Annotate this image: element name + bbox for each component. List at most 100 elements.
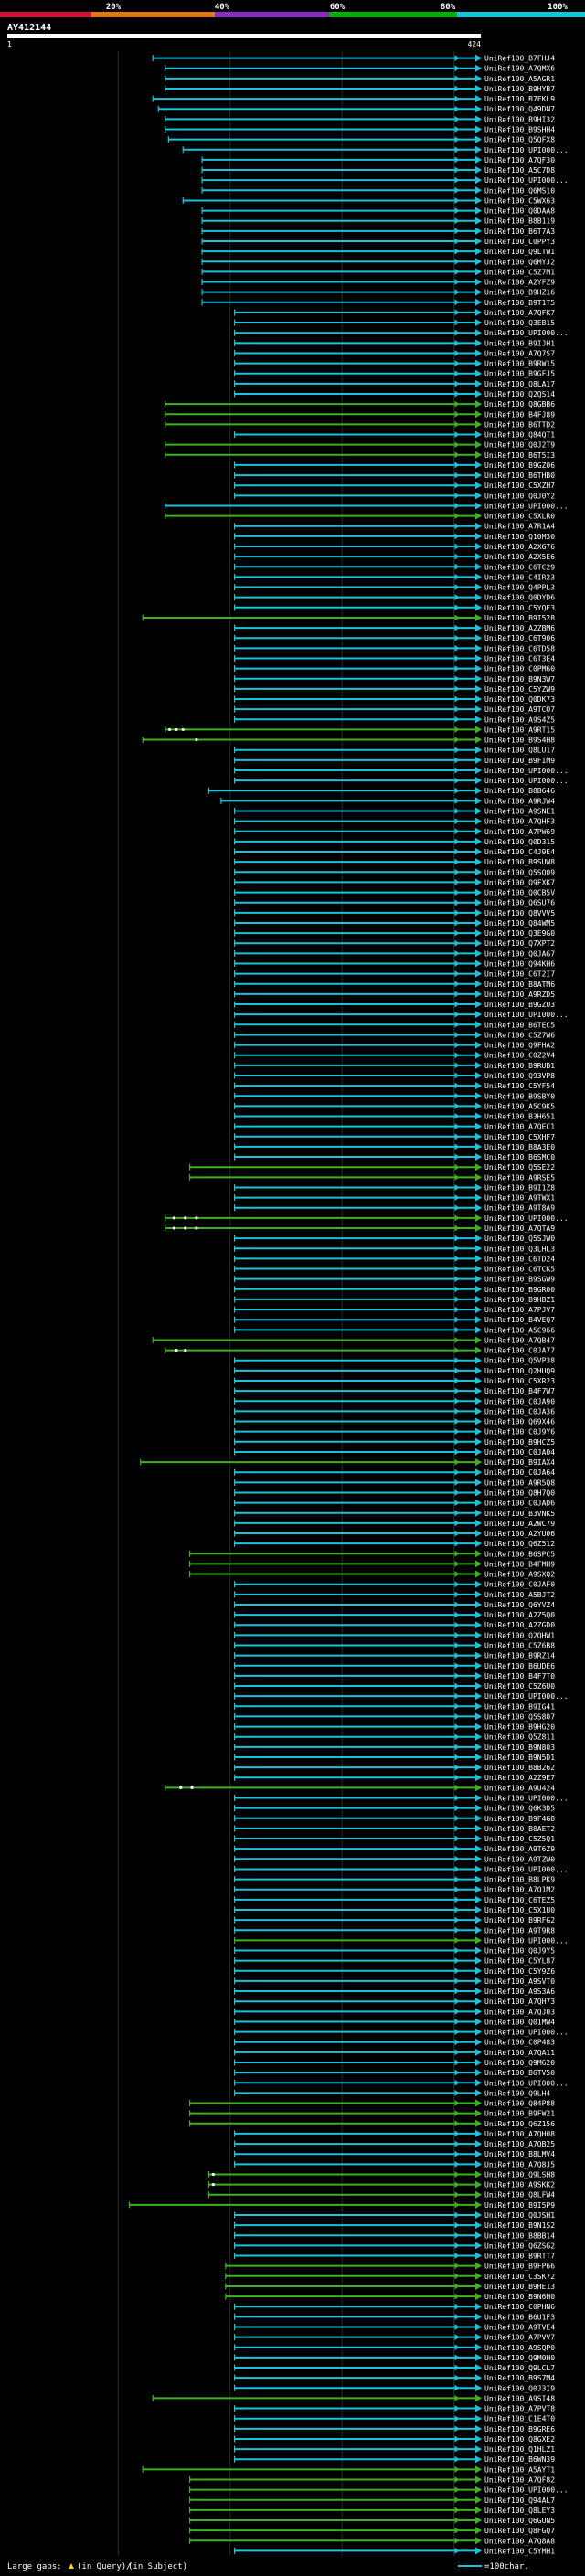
- hit-label[interactable]: UniRef100_B9N3W7: [484, 675, 555, 684]
- hit-label[interactable]: UniRef100_Q6Z156: [484, 2120, 555, 2128]
- hit-row[interactable]: UniRef100_B9N803: [233, 1743, 556, 1752]
- hit-row[interactable]: UniRef100_A9TVE4: [233, 2323, 556, 2331]
- hit-label[interactable]: UniRef100_B8B119: [484, 217, 555, 226]
- hit-row[interactable]: UniRef100_B9I528: [142, 613, 555, 622]
- hit-row[interactable]: UniRef100_A9RT15: [165, 726, 556, 734]
- hit-row[interactable]: UniRef100_A9SKK2: [207, 2180, 555, 2189]
- hit-label[interactable]: UniRef100_A7PVT8: [484, 2405, 555, 2413]
- hit-label[interactable]: UniRef100_Q6SU76: [484, 899, 555, 907]
- hit-label[interactable]: UniRef100_Q5S807: [484, 1712, 555, 1721]
- hit-label[interactable]: UniRef100_B9SHH4: [484, 126, 555, 134]
- hit-row[interactable]: UniRef100_Q9M0H0: [233, 2353, 556, 2362]
- hit-row[interactable]: UniRef100_B9N1S2: [233, 2221, 556, 2230]
- hit-row[interactable]: UniRef100_A7R1A4: [233, 522, 556, 531]
- hit-label[interactable]: UniRef100_B9RW15: [484, 360, 555, 368]
- hit-row[interactable]: UniRef100_B9HBZ1: [233, 1295, 556, 1304]
- hit-row[interactable]: UniRef100_C5Z5Q1: [233, 1835, 556, 1843]
- hit-row[interactable]: UniRef100_UPI000...: [233, 1865, 569, 1873]
- hit-label[interactable]: UniRef100_A5C966: [484, 1326, 555, 1334]
- hit-row[interactable]: UniRef100_Q0J0Y2: [233, 492, 556, 500]
- hit-label[interactable]: UniRef100_A9RT15: [484, 726, 555, 734]
- hit-label[interactable]: UniRef100_Q0J0Y2: [484, 492, 555, 500]
- hit-label[interactable]: UniRef100_C5YL87: [484, 1957, 555, 1966]
- hit-row[interactable]: UniRef100_B9GFJ5: [233, 369, 556, 378]
- hit-row[interactable]: UniRef100_Q6MS10: [201, 186, 555, 195]
- hit-row[interactable]: UniRef100_B9HCZ5: [233, 1437, 556, 1447]
- hit-label[interactable]: UniRef100_A9TWX1: [484, 1194, 555, 1203]
- hit-row[interactable]: UniRef100_C4J9E4: [233, 848, 556, 856]
- hit-row[interactable]: UniRef100_Q5QFX8: [167, 135, 555, 144]
- hit-row[interactable]: UniRef100_B9N5D1: [233, 1753, 556, 1762]
- hit-row[interactable]: UniRef100_B9S7M4: [233, 2374, 556, 2382]
- hit-row[interactable]: UniRef100_A9RZD5: [233, 990, 556, 999]
- hit-label[interactable]: UniRef100_A9R5Q8: [484, 1479, 555, 1487]
- hit-label[interactable]: UniRef100_C1E4T0: [484, 2415, 555, 2423]
- hit-row[interactable]: UniRef100_A7QH73: [233, 1998, 556, 2006]
- hit-label[interactable]: UniRef100_Q84P88: [484, 2100, 555, 2108]
- hit-label[interactable]: UniRef100_UPI000...: [484, 777, 569, 785]
- hit-row[interactable]: UniRef100_C5XR23: [233, 1377, 556, 1385]
- hit-label[interactable]: UniRef100_A2YU06: [484, 1530, 555, 1538]
- hit-label[interactable]: UniRef100_C5YMH1: [484, 2547, 555, 2555]
- hit-label[interactable]: UniRef100_C5Z7W6: [484, 1031, 555, 1039]
- hit-label[interactable]: UniRef100_B7FHJ4: [484, 55, 555, 63]
- hit-row[interactable]: UniRef100_Q0J3I9: [233, 2384, 556, 2392]
- hit-row[interactable]: UniRef100_Q6GUN5: [189, 2517, 556, 2525]
- hit-label[interactable]: UniRef100_B9N5D1: [484, 1754, 555, 1762]
- hit-row[interactable]: UniRef100_Q0JAG7: [233, 949, 556, 958]
- hit-row[interactable]: UniRef100_B9RUB1: [233, 1061, 556, 1070]
- hit-label[interactable]: UniRef100_B9GFJ5: [484, 370, 555, 378]
- hit-label[interactable]: UniRef100_B9GZU3: [484, 1001, 555, 1009]
- hit-row[interactable]: UniRef100_C5X1U0: [233, 1905, 556, 1914]
- hit-label[interactable]: UniRef100_C4J9E4: [484, 848, 555, 856]
- hit-label[interactable]: UniRef100_A5AGR1: [484, 75, 555, 83]
- hit-row[interactable]: UniRef100_Q0DYD6: [233, 593, 556, 602]
- hit-row[interactable]: UniRef100_B6SMC0: [233, 1153, 556, 1161]
- hit-label[interactable]: UniRef100_B4F7W7: [484, 1387, 555, 1395]
- hit-row[interactable]: UniRef100_B8B262: [233, 1764, 556, 1772]
- hit-label[interactable]: UniRef100_C0PHN6: [484, 2303, 555, 2311]
- hit-label[interactable]: UniRef100_Q5Z811: [484, 1733, 555, 1742]
- hit-row[interactable]: UniRef100_B9GZU3: [233, 1001, 556, 1009]
- hit-label[interactable]: UniRef100_A7QA11: [484, 2049, 555, 2057]
- hit-row[interactable]: UniRef100_B4FMH9: [189, 1560, 556, 1568]
- hit-row[interactable]: UniRef100_A9RJW4: [220, 797, 555, 805]
- hit-label[interactable]: UniRef100_Q3E9G0: [484, 929, 555, 938]
- hit-row[interactable]: UniRef100_Q9FHA2: [233, 1041, 556, 1050]
- hit-row[interactable]: UniRef100_Q9M620: [233, 2058, 556, 2067]
- hit-row[interactable]: UniRef100_B9S4H8: [142, 736, 555, 745]
- hit-row[interactable]: UniRef100_C6TCK5: [233, 1265, 556, 1274]
- hit-label[interactable]: UniRef100_B4FJ89: [484, 410, 555, 419]
- hit-label[interactable]: UniRef100_Q9FXK7: [484, 878, 555, 886]
- hit-label[interactable]: UniRef100_Q0D315: [484, 838, 555, 846]
- hit-label[interactable]: UniRef100_C0JAF0: [484, 1581, 555, 1589]
- hit-label[interactable]: UniRef100_A2WC79: [484, 1520, 555, 1528]
- hit-label[interactable]: UniRef100_Q2HUQ9: [484, 1367, 555, 1375]
- hit-row[interactable]: UniRef100_Q2HUQ9: [233, 1366, 556, 1375]
- hit-label[interactable]: UniRef100_A7PVV7: [484, 2334, 555, 2342]
- hit-row[interactable]: UniRef100_Q6SU76: [233, 898, 556, 907]
- hit-row[interactable]: UniRef100_Q6YVZ4: [233, 1600, 556, 1609]
- hit-label[interactable]: UniRef100_C5YZW9: [484, 685, 555, 694]
- hit-label[interactable]: UniRef100_A9TCO7: [484, 705, 555, 714]
- hit-label[interactable]: UniRef100_B9I1Z8: [484, 1183, 555, 1192]
- hit-row[interactable]: UniRef100_B9I1Z8: [233, 1183, 556, 1192]
- hit-row[interactable]: UniRef100_A7QHF3: [233, 817, 556, 826]
- hit-label[interactable]: UniRef100_A9TVE4: [484, 2323, 555, 2331]
- hit-row[interactable]: UniRef100_C0P483: [233, 2038, 556, 2047]
- hit-label[interactable]: UniRef100_Q10M30: [484, 533, 555, 541]
- hit-label[interactable]: UniRef100_B3VNK5: [484, 1510, 555, 1518]
- hit-row[interactable]: UniRef100_B3VNK5: [233, 1509, 556, 1518]
- hit-row[interactable]: UniRef100_A2XG76: [233, 543, 556, 551]
- hit-row[interactable]: UniRef100_UPI000...: [233, 2079, 569, 2087]
- hit-label[interactable]: UniRef100_C6TEZ5: [484, 1896, 555, 1904]
- hit-row[interactable]: UniRef100_Q9FXK7: [233, 878, 556, 886]
- hit-label[interactable]: UniRef100_B9N1S2: [484, 2221, 555, 2230]
- hit-label[interactable]: UniRef100_Q0DAA8: [484, 207, 555, 216]
- hit-label[interactable]: UniRef100_B8A3E0: [484, 1143, 555, 1151]
- hit-row[interactable]: UniRef100_UPI000...: [233, 1692, 569, 1701]
- hit-label[interactable]: UniRef100_C5WX63: [484, 196, 555, 205]
- hit-row[interactable]: UniRef100_A9SXQ2: [189, 1570, 556, 1579]
- hit-label[interactable]: UniRef100_C6TD58: [484, 644, 555, 652]
- hit-row[interactable]: UniRef100_A9SVT0: [233, 1977, 556, 1986]
